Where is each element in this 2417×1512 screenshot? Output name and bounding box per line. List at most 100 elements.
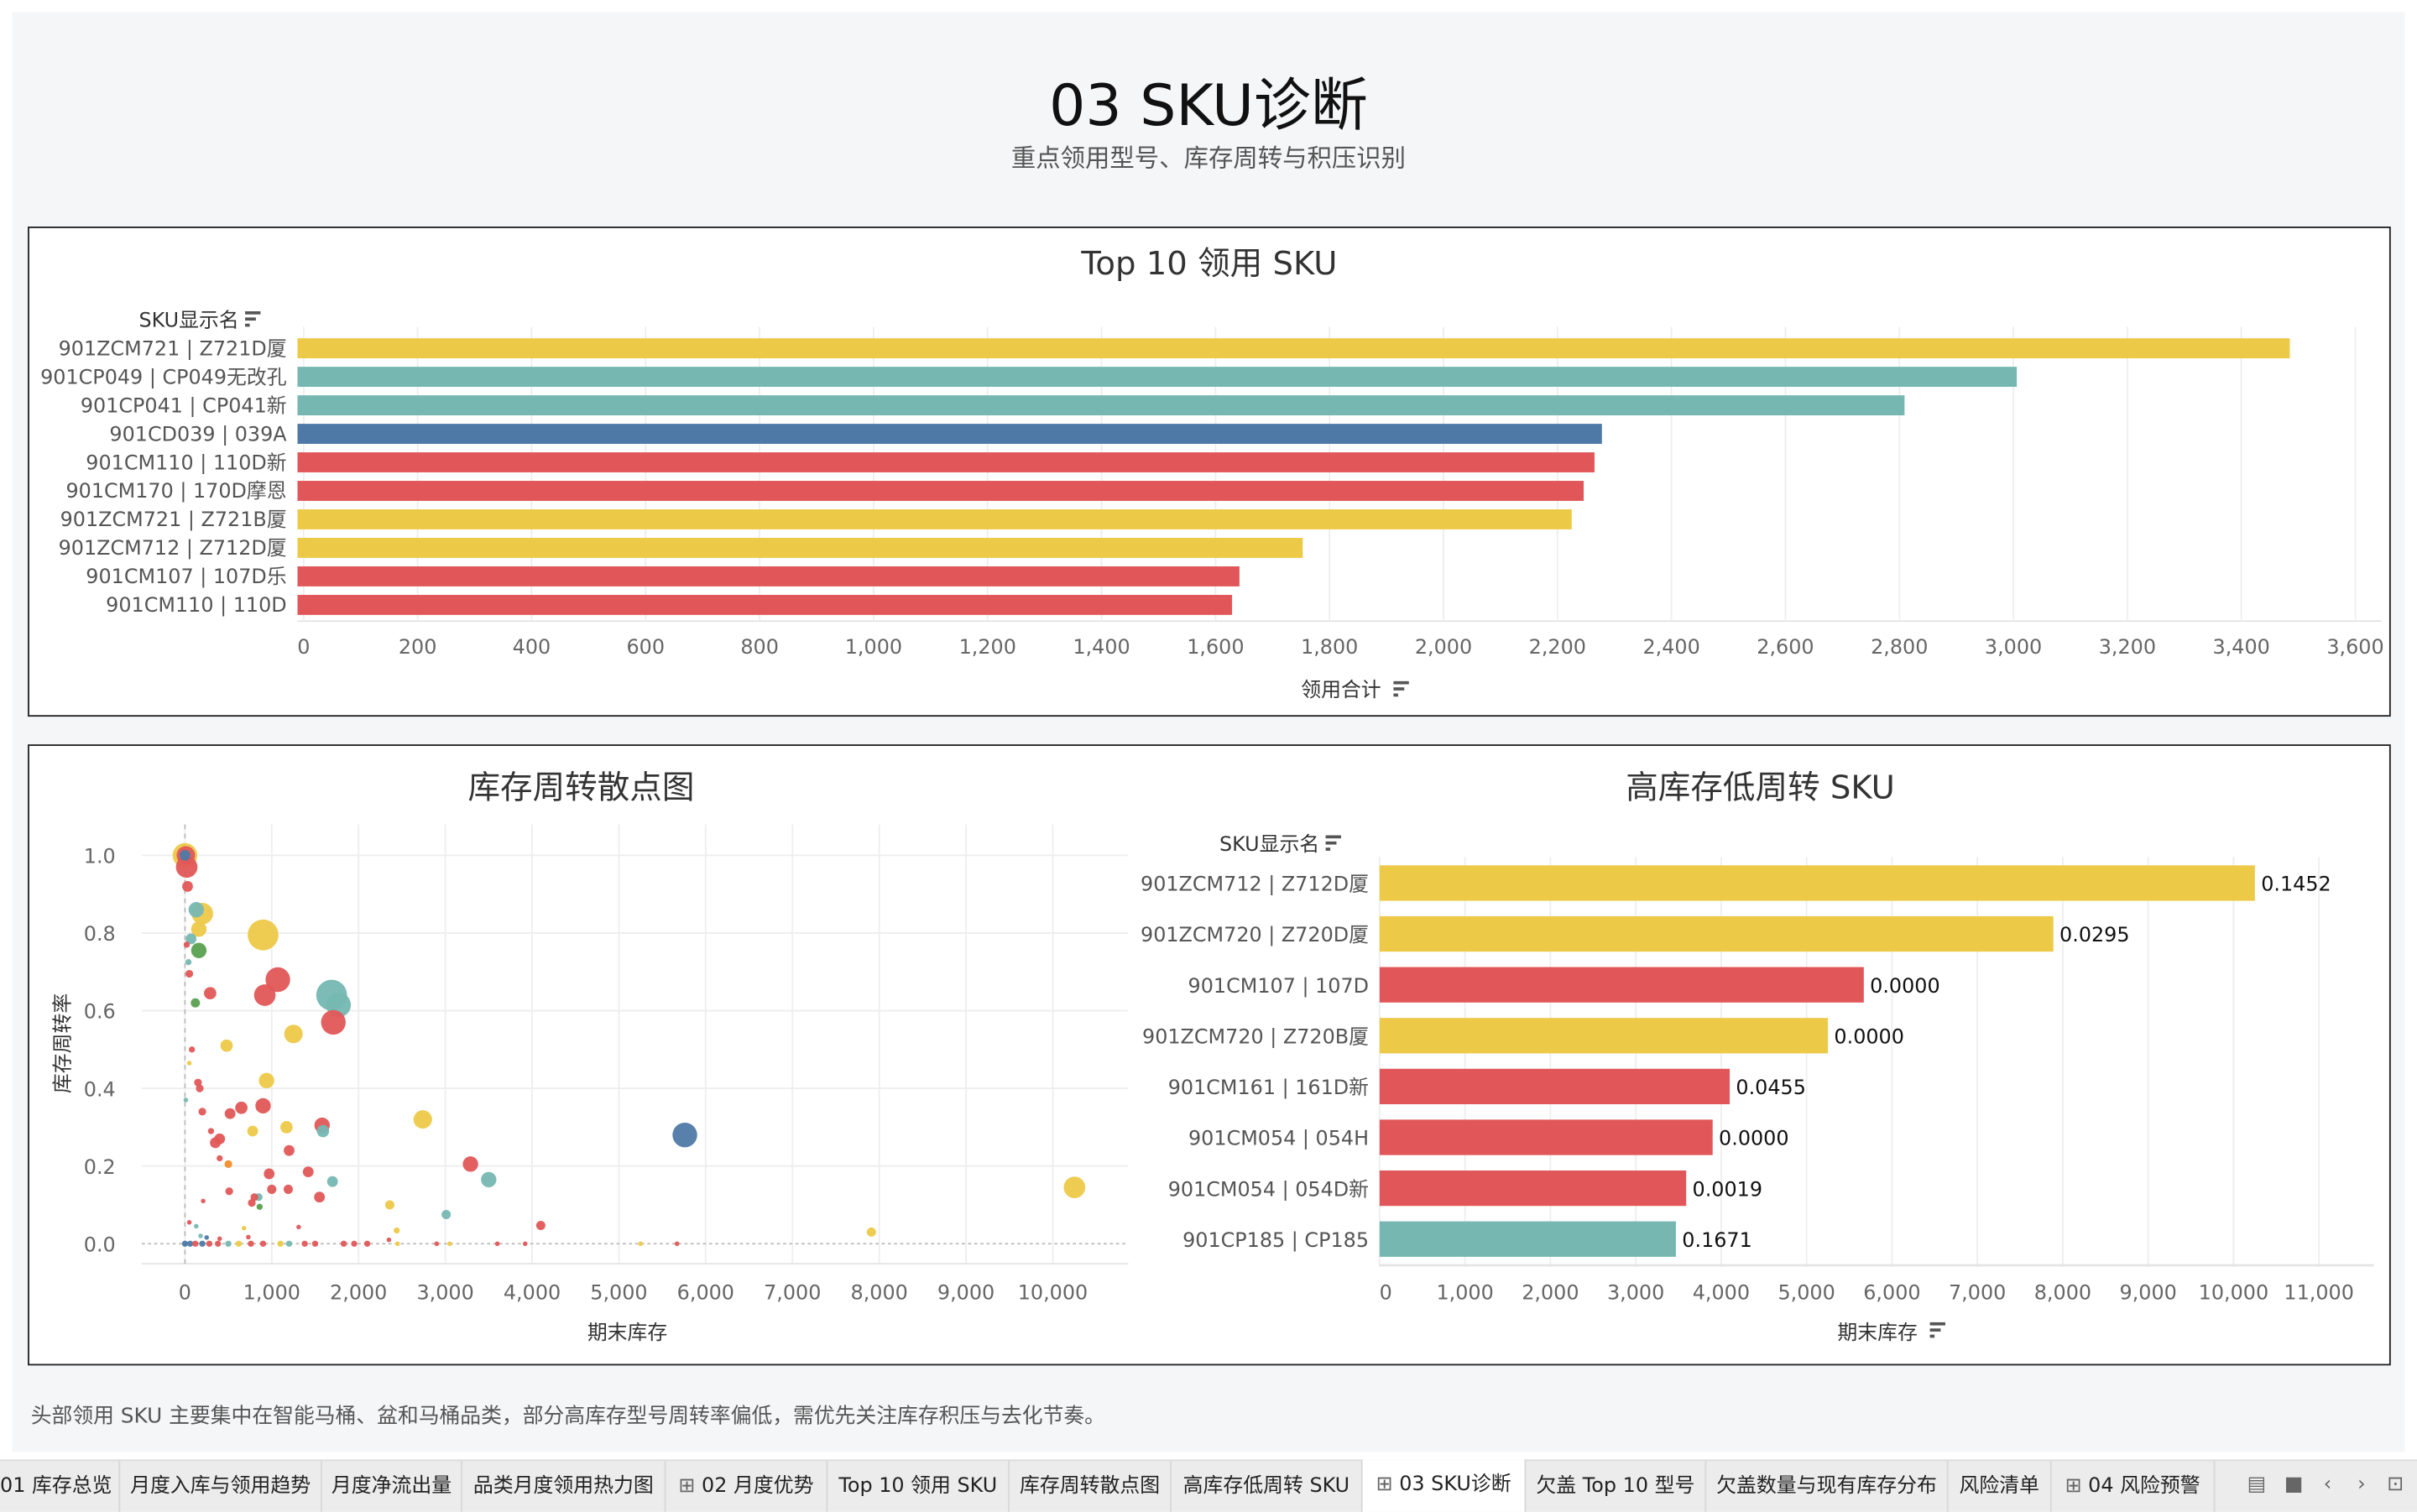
scatter-point [207,1128,215,1134]
sheet-tab[interactable]: 欠盖数量与现有库存分布 [1706,1461,1949,1512]
scatter-point [441,1210,452,1220]
scatter-point [866,1227,876,1237]
scatter-point [384,1200,394,1210]
sheet-tab-label: 月度净流出量 [331,1474,452,1499]
sheet-tab[interactable]: 欠盖 Top 10 型号 [1526,1461,1707,1512]
top10-x-tick: 1,800 [1301,635,1358,659]
sheet-tab[interactable]: 高库存低周转 SKU [1172,1461,1363,1512]
scroll-right-icon[interactable]: › [2357,1473,2366,1497]
scatter-point [674,1241,680,1247]
scatter-point [267,1184,277,1194]
top10-category-label: 901CP041 | CP041新 [81,394,287,417]
sort-icon [1929,1328,1941,1332]
sort-icon [1393,693,1398,697]
overstock-data-label: 0.0000 [1834,1025,1903,1048]
overstock-category-label: 901ZCM720 | Z720B厦 [1142,1025,1369,1048]
overstock-bar [1379,967,1864,1003]
sheet-tab[interactable]: ⊞ 02 月度优势 [666,1461,828,1512]
top10-x-tick: 600 [627,635,666,659]
scatter-point [196,1084,204,1092]
sheet-tab[interactable]: ⊞ 03 SKU诊断 [1362,1459,1527,1512]
sort-icon [1393,687,1405,691]
scatter-point [301,1240,308,1247]
scatter-point [225,1187,233,1196]
scatter-point [217,1236,222,1241]
top10-x-tick: 3,000 [1985,635,2042,659]
sheet-tab[interactable]: 库存周转散点图 [1010,1461,1172,1512]
sheet-tab-label: 库存周转散点图 [1019,1474,1161,1499]
sheet-tab[interactable]: ⊞ 04 风险预警 [2052,1461,2216,1512]
overstock-category-label: 901ZCM712 | Z712D厦 [1141,873,1369,896]
scatter-point [248,919,279,951]
scatter-y-tick: 0.6 [84,1000,116,1024]
grid-view-icon[interactable]: ▤ [2247,1473,2267,1497]
scatter-point [192,1240,199,1247]
scatter-point [395,1241,400,1247]
scatter-x-tick: 2,000 [330,1280,387,1304]
sheet-tab-bar: ▤ ■ ‹ › ⊡ 01 库存总览 月度入库与领用趋势 月度净流出量 品类月度领用热力… [0,1459,2417,1512]
scatter-x-tick: 4,000 [504,1280,561,1304]
overstock-data-label: 0.0000 [1870,974,1939,998]
scatter-point [179,849,191,861]
sort-icon [245,311,261,315]
scatter-point [481,1171,497,1188]
scatter-point [259,1240,267,1247]
overstock-data-label: 0.0019 [1693,1177,1763,1201]
scatter-point [185,933,197,945]
filmstrip-view-icon[interactable]: ■ [2284,1473,2304,1497]
scatter-point [183,941,191,948]
scatter-point [255,1098,271,1114]
scatter-point [296,1224,301,1230]
scatter-point [523,1241,528,1247]
top10-bar [297,452,1595,472]
scatter-point [191,942,207,958]
scatter-point [204,1235,210,1240]
overstock-bar [1379,1018,1829,1054]
scatter-point [247,1125,258,1137]
sort-icon [1325,841,1337,845]
sheet-tab[interactable]: 月度净流出量 [322,1461,463,1512]
sheet-tab[interactable]: 月度入库与领用趋势 [120,1461,322,1512]
scatter-point [199,1240,206,1247]
top10-x-tick: 800 [740,635,779,659]
dashboard-icon: ⊞ [2065,1474,2089,1499]
scatter-x-tick: 6,000 [677,1280,734,1304]
scatter-point [206,1240,213,1247]
overstock-data-label: 0.0000 [1719,1127,1789,1150]
top10-x-tick: 3,200 [2099,635,2156,659]
scatter-point [283,1184,293,1194]
sort-icon [245,317,256,321]
scatter-point [194,1223,199,1229]
sort-icon [245,323,250,327]
scatter-point [191,998,201,1008]
top10-x-tick: 0 [297,635,310,659]
scatter-point [277,1240,284,1247]
scatter-y-tick: 0.4 [84,1077,116,1101]
dashboard-icon: ⊞ [678,1474,702,1499]
scatter-point [198,1233,203,1238]
overstock-category-label: 901CP185 | CP185 [1182,1228,1369,1252]
scatter-point [321,1009,346,1035]
overstock-bar [1379,1170,1687,1207]
scatter-point [311,1240,319,1247]
scatter-point [241,1225,247,1231]
overstock-data-label: 0.0295 [2059,923,2130,946]
scatter-point [672,1122,697,1148]
scroll-left-icon[interactable]: ‹ [2323,1473,2332,1497]
top10-category-label: 901ZCM721 | Z721B厦 [60,508,287,531]
presentation-mode-icon[interactable]: ⊡ [2387,1473,2404,1497]
sheet-tab[interactable]: 01 库存总览 [0,1461,121,1512]
sheet-tab[interactable]: 品类月度领用热力图 [462,1461,666,1512]
sheet-tab-label: 欠盖数量与现有库存分布 [1716,1474,1937,1499]
overstock-bar [1379,1068,1731,1105]
sheet-tab-label: 风险清单 [1959,1474,2040,1499]
overstock-data-label: 0.0455 [1736,1076,1805,1099]
top10-category-label: 901CM107 | 107D乐 [86,565,286,588]
scatter-point [185,959,192,966]
sheet-tab[interactable]: Top 10 领用 SKU [827,1461,1010,1512]
top10-title: Top 10 领用 SKU [1081,245,1338,283]
sheet-tab[interactable]: 风险清单 [1949,1461,2052,1512]
scatter-point [185,969,194,978]
overstock-title: 高库存低周转 SKU [1626,769,1895,806]
scatter-point [217,1155,223,1162]
